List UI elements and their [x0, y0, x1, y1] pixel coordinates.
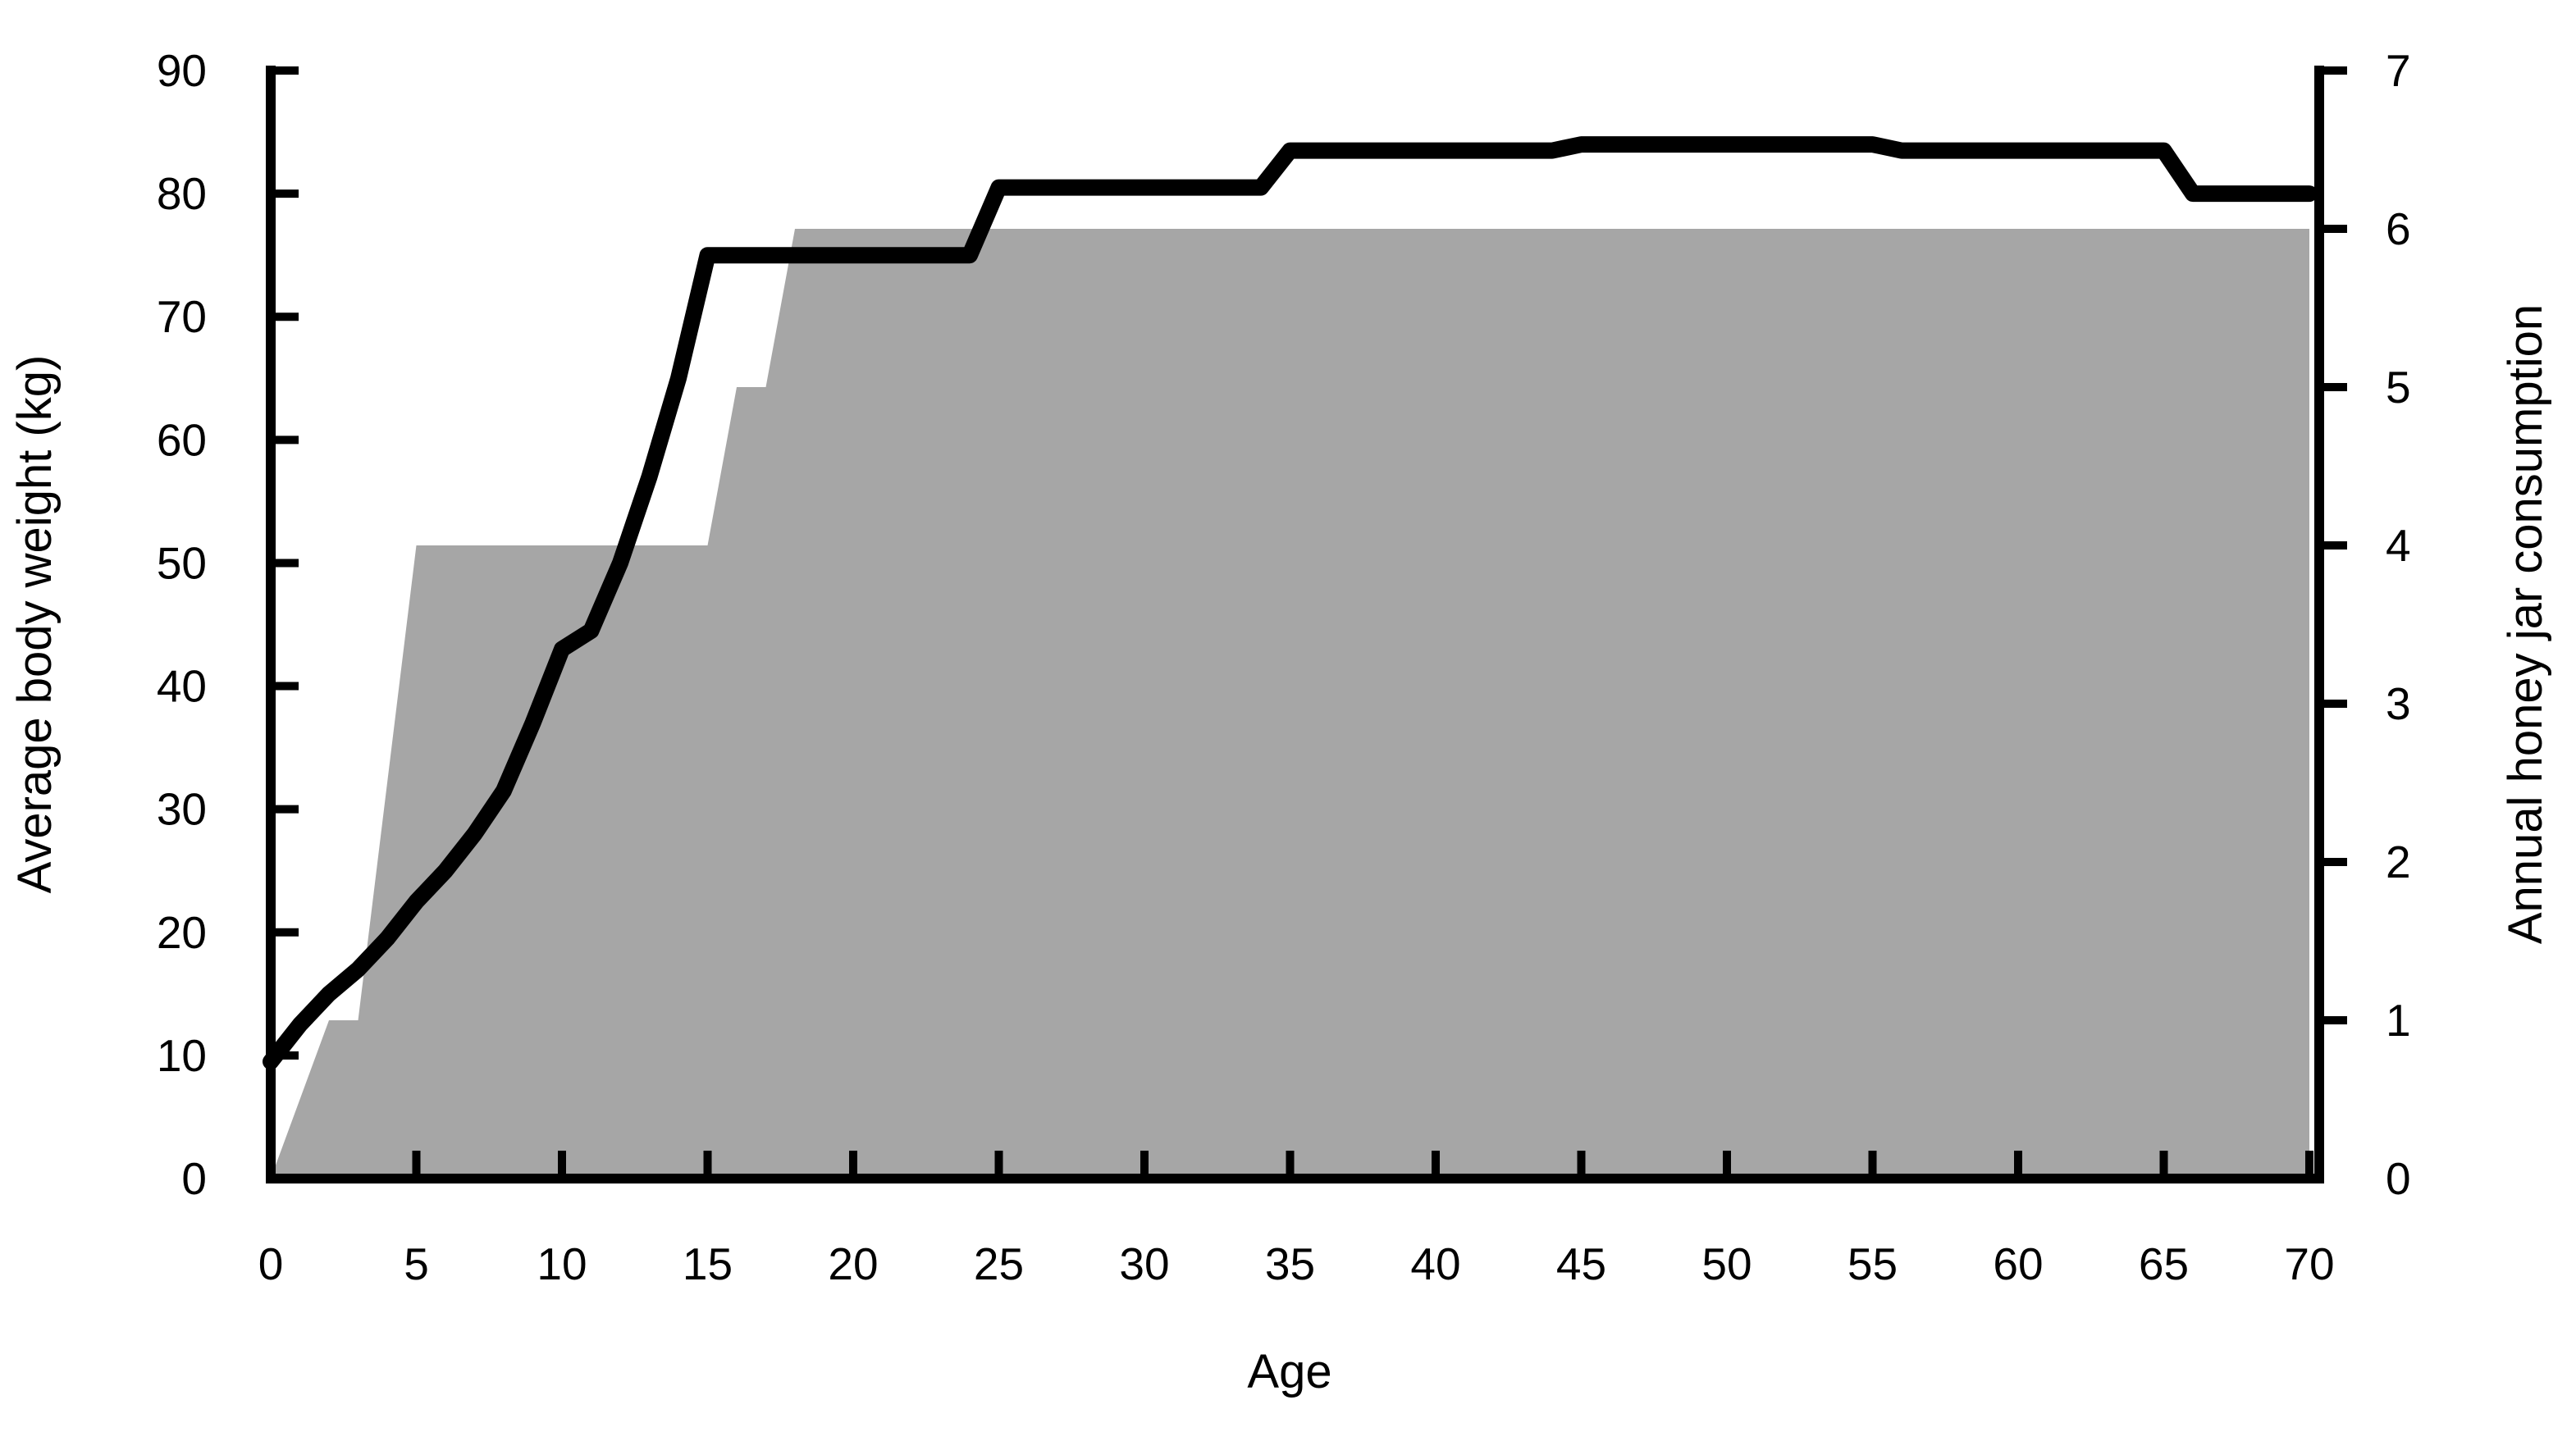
- y-left-tick-label: 50: [157, 537, 207, 588]
- x-tick-label: 50: [1701, 1238, 1752, 1289]
- y-left-tick-label: 70: [157, 291, 207, 342]
- y-right-tick-label: 3: [2386, 678, 2411, 729]
- x-tick-label: 10: [537, 1238, 587, 1289]
- y-left-tick-label: 80: [157, 168, 207, 219]
- y-right-axis-title: Annual honey jar consumption: [2499, 304, 2552, 944]
- x-tick-label: 0: [258, 1238, 284, 1289]
- x-tick-label: 5: [404, 1238, 429, 1289]
- y-left-tick-label: 40: [157, 661, 207, 712]
- y-right-tick-label: 5: [2386, 362, 2411, 413]
- x-tick-label: 60: [1993, 1238, 2043, 1289]
- x-tick-label: 25: [974, 1238, 1024, 1289]
- x-tick-label: 15: [683, 1238, 733, 1289]
- tick-labels: 0 5 10 15 20 25 30 35 40 45 50 55 60 65 70010203040506…: [157, 45, 2411, 1289]
- y-right-tick-label: 7: [2386, 45, 2411, 96]
- y-left-tick-label: 90: [157, 45, 207, 96]
- honey-area: [271, 229, 2309, 1179]
- y-left-tick-label: 60: [157, 414, 207, 465]
- weight-line: [263, 136, 2318, 1070]
- x-tick-label: 40: [1410, 1238, 1460, 1289]
- x-tick-label: 55: [1848, 1238, 1898, 1289]
- y-left-tick-label: 0: [181, 1153, 207, 1204]
- y-right-tick-label: 1: [2386, 995, 2411, 1046]
- y-right-tick-label: 4: [2386, 520, 2411, 571]
- honey-area-series: [271, 229, 2309, 1179]
- tick-marks: [276, 66, 2347, 1174]
- weight-line-series: [263, 136, 2318, 1070]
- y-left-tick-label: 30: [157, 784, 207, 835]
- y-right-tick-label: 2: [2386, 837, 2411, 887]
- y-left-tick-label: 20: [157, 907, 207, 958]
- x-tick-label: 30: [1119, 1238, 1169, 1289]
- x-tick-label: 70: [2284, 1238, 2334, 1289]
- y-right-tick-label: 6: [2386, 203, 2411, 254]
- y-right-tick-label: 0: [2386, 1153, 2411, 1204]
- x-tick-label: 35: [1265, 1238, 1315, 1289]
- x-axis-title: Age: [1247, 1345, 1331, 1398]
- y-left-axis-title: Average body weight (kg): [8, 355, 62, 894]
- y-left-tick-label: 10: [157, 1030, 207, 1081]
- x-tick-label: 65: [2139, 1238, 2189, 1289]
- x-tick-label: 45: [1556, 1238, 1606, 1289]
- axes: [266, 66, 2324, 1183]
- x-tick-label: 20: [828, 1238, 878, 1289]
